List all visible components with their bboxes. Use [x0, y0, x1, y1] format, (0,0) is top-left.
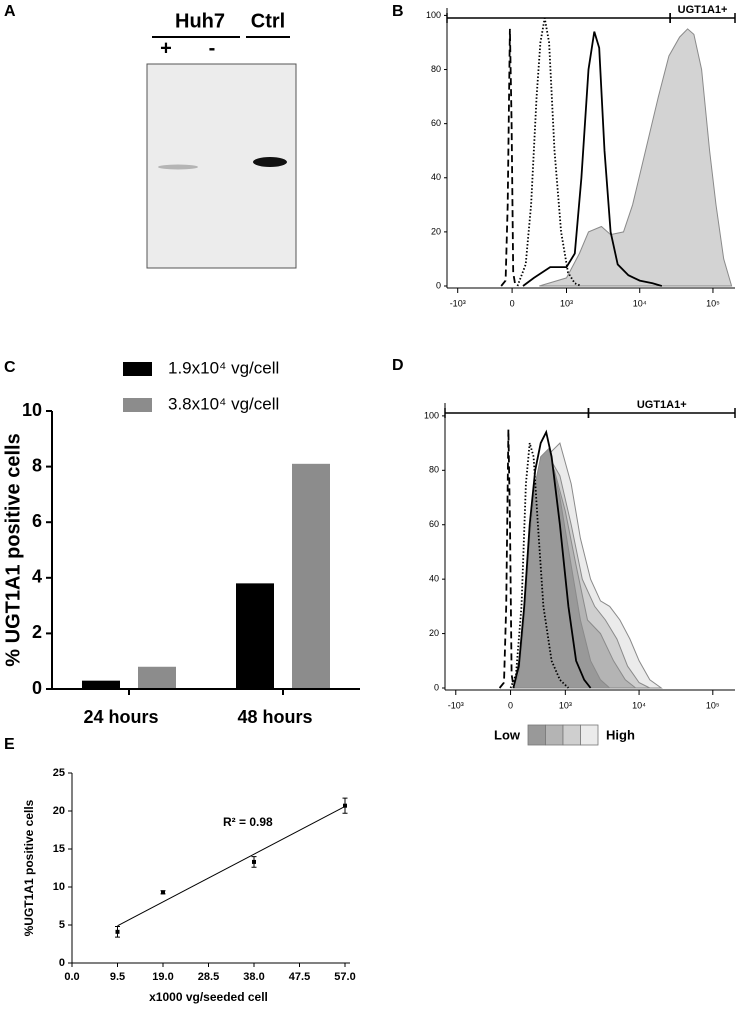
y-axis-label: % UGT1A1 positive cells: [2, 433, 24, 666]
y-tick-label: 40: [431, 172, 441, 182]
histogram: [512, 429, 592, 689]
point: [115, 929, 120, 934]
bar: [236, 583, 274, 689]
y-tick-label: 4: [32, 567, 42, 587]
panel-label: B: [392, 3, 404, 20]
histogram: [522, 31, 663, 287]
y-axis-label: %UGT1A1 positive cells: [22, 799, 36, 936]
colorbar-cell: [527, 724, 546, 746]
x-tick-label: -10³: [450, 298, 466, 308]
y-tick-label: 60: [431, 118, 441, 128]
histogram: [500, 28, 517, 287]
y-tick-label: 8: [32, 455, 42, 475]
y-tick-label: 25: [53, 767, 65, 779]
colorbar-cell: [562, 724, 581, 746]
point: [343, 803, 347, 808]
x-tick-label: 10⁵: [706, 700, 720, 710]
y-tick-label: 0: [436, 280, 441, 290]
x-tick-label: 0: [510, 298, 515, 308]
x-tick-label: 10⁴: [633, 298, 647, 308]
x-tick-label: 10³: [560, 298, 573, 308]
bar: [82, 680, 120, 689]
histogram: [509, 442, 570, 689]
panel-label: E: [4, 736, 15, 753]
y-tick-label: 100: [426, 10, 441, 20]
y-tick-label: 80: [429, 465, 439, 475]
x-tick-label: 19.0: [152, 971, 173, 983]
y-tick-label: 10: [53, 881, 65, 893]
lane-label: +: [160, 37, 172, 59]
legend-swatch: [123, 362, 152, 376]
point: [252, 859, 256, 864]
x-tick-label: 10³: [559, 700, 572, 710]
gate-label: UGT1A1+: [637, 399, 687, 411]
panel-label: C: [4, 359, 16, 376]
panel-label: A: [4, 3, 16, 20]
y-tick-label: 20: [429, 628, 439, 638]
histogram: [516, 17, 582, 287]
x-tick-label: 48 hours: [237, 707, 312, 727]
y-tick-label: 60: [429, 519, 439, 529]
x-tick-label: 10⁴: [632, 700, 646, 710]
gate-label: UGT1A1+: [678, 4, 728, 16]
x-tick-label: 28.5: [198, 971, 219, 983]
colorbar-cell: [545, 724, 564, 746]
x-tick-label: 10⁵: [706, 298, 720, 308]
y-tick-label: 6: [32, 511, 42, 531]
bar: [292, 463, 330, 689]
x-tick-label: 0.0: [64, 971, 79, 983]
bar: [138, 666, 176, 689]
histogram: [539, 28, 733, 287]
y-tick-label: 20: [53, 805, 65, 817]
panel-label: D: [392, 357, 404, 374]
y-tick-label: 15: [53, 843, 65, 855]
y-tick-label: 40: [429, 574, 439, 584]
fit-line: [117, 805, 346, 927]
y-tick-label: 5: [59, 919, 65, 931]
legend-label: 1.9x10⁴ vg/cell: [168, 358, 279, 377]
y-tick-label: 2: [32, 622, 42, 642]
legend-swatch: [123, 398, 152, 412]
point: [161, 890, 165, 895]
colorbar-label: Low: [494, 727, 521, 742]
x-tick-label: 9.5: [110, 971, 125, 983]
colorbar-cell: [580, 724, 599, 746]
y-tick-label: 80: [431, 64, 441, 74]
blot-band: [158, 164, 198, 170]
lane-label: -: [209, 37, 216, 59]
group-label: Ctrl: [251, 10, 285, 32]
group-label: Huh7: [175, 10, 225, 32]
blot-band: [253, 157, 287, 167]
x-tick-label: 47.5: [289, 971, 310, 983]
x-tick-label: 24 hours: [83, 707, 158, 727]
x-tick-label: 57.0: [334, 971, 355, 983]
legend-label: 3.8x10⁴ vg/cell: [168, 394, 279, 413]
y-tick-label: 100: [424, 410, 439, 420]
y-tick-label: 10: [22, 400, 42, 420]
x-tick-label: 38.0: [243, 971, 264, 983]
x-tick-label: 0: [508, 700, 513, 710]
y-tick-label: 20: [431, 226, 441, 236]
y-tick-label: 0: [59, 957, 65, 969]
y-tick-label: 0: [32, 678, 42, 698]
histogram: [498, 429, 515, 689]
x-axis-label: x1000 vg/seeded cell: [149, 990, 268, 1004]
colorbar-label: High: [606, 727, 635, 742]
annotation: R² = 0.98: [223, 815, 273, 829]
y-tick-label: 0: [434, 682, 439, 692]
x-tick-label: -10³: [448, 700, 464, 710]
